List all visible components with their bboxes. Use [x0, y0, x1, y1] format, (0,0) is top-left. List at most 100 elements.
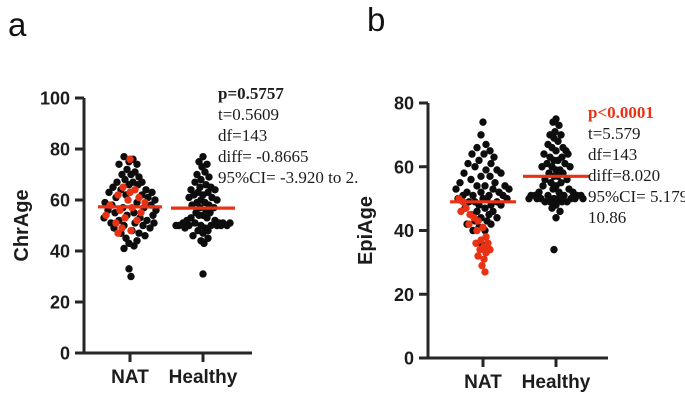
data-point-red [126, 188, 134, 197]
data-point-black [473, 207, 481, 216]
data-point-black [473, 143, 481, 152]
data-point-black [552, 147, 560, 155]
y-axis-title: ChrAge [11, 189, 33, 261]
data-point-black [464, 159, 472, 168]
y-tick-label: 80 [394, 94, 414, 114]
y-tick-label: 0 [404, 349, 414, 369]
data-point-black [493, 214, 501, 222]
data-point-red [135, 193, 143, 202]
data-point-black [552, 166, 560, 174]
data-point-black [549, 185, 557, 193]
data-point-black [204, 234, 212, 242]
data-point-red [474, 252, 482, 260]
y-tick-label: 40 [50, 242, 70, 262]
data-point-black [550, 245, 558, 254]
data-point-black [480, 150, 488, 158]
data-point-black [560, 191, 568, 200]
data-point-black [468, 150, 476, 158]
y-tick-label: 20 [50, 293, 70, 313]
y-tick-label: 100 [40, 89, 70, 109]
stat-ci-a: 95%CI= -3.920 to 2. [218, 168, 359, 187]
data-point-black [193, 170, 201, 179]
data-point-black [487, 220, 495, 228]
y-tick-label: 60 [394, 157, 414, 177]
data-point-black [201, 168, 209, 176]
data-point-black [564, 150, 572, 158]
data-point-black [109, 183, 117, 191]
data-point-black [479, 118, 487, 126]
data-point-black [489, 185, 497, 193]
data-point-black [195, 211, 203, 219]
data-point-black [148, 188, 156, 197]
data-point-black [150, 219, 158, 227]
data-point-black [544, 191, 552, 200]
data-point-black [505, 185, 513, 193]
data-point-red [133, 216, 141, 225]
data-point-red [480, 255, 488, 263]
data-point-black [554, 137, 562, 145]
stats-panel-a: p=0.5757 t=0.5609 df=143 diff= -0.8665 9… [218, 83, 358, 188]
data-point-black [477, 172, 485, 181]
panel-b-label: b [367, 1, 386, 38]
data-point-red [476, 245, 484, 254]
stats-panel-b: p<0.0001 t=5.579 df=143 diff=8.020 95%CI… [588, 102, 685, 228]
data-point-black [151, 196, 159, 204]
stat-t-value-a: t=0.5609 [218, 105, 280, 124]
data-point-black [538, 163, 546, 171]
data-point-black [181, 224, 189, 232]
axis-spine [426, 103, 608, 360]
data-point-black [130, 242, 138, 250]
data-point-black [481, 204, 489, 212]
data-point-red [114, 229, 122, 237]
data-point-black [120, 244, 128, 253]
data-point-black [115, 160, 123, 168]
data-point-black [139, 221, 147, 230]
data-point-black [486, 172, 494, 181]
data-point-black [556, 207, 564, 216]
data-point-black [203, 214, 211, 222]
data-point-black [213, 196, 221, 204]
data-point-red [474, 217, 482, 225]
y-tick-label: 20 [394, 285, 414, 305]
data-point-red [112, 219, 120, 227]
data-point-black [133, 160, 141, 168]
data-point-black [477, 131, 485, 139]
data-point-black [120, 152, 128, 161]
data-point-black [127, 272, 135, 281]
stat-diff-a: diff= -0.8665 [218, 147, 309, 166]
data-point-black [199, 270, 207, 278]
data-point-black [469, 191, 477, 200]
data-point-black [185, 193, 193, 202]
stat-ci-b: 95%CI= 5.179 [588, 187, 685, 206]
stat-p-value-a: p=0.5757 [218, 84, 284, 103]
x-category-label: Healthy [169, 367, 238, 388]
data-point-black [539, 182, 547, 190]
data-point-black [481, 182, 489, 190]
stat-ci2-b: 10.86 [588, 208, 627, 227]
x-category-label: Healthy [522, 372, 591, 393]
y-tick-label: 80 [50, 140, 70, 160]
data-point-red [472, 239, 480, 247]
data-point-black [533, 194, 541, 203]
data-point-black [149, 211, 157, 219]
data-point-black [473, 182, 481, 190]
stat-p-value-b: p<0.0001 [588, 103, 654, 122]
data-point-red [478, 261, 486, 270]
stat-t-value-b: t=5.579 [588, 124, 641, 143]
data-point-black [579, 194, 587, 203]
data-point-black [143, 216, 151, 225]
data-point-black [217, 221, 225, 230]
data-point-black [552, 214, 560, 222]
data-point-black [460, 169, 468, 177]
x-category-label: NAT [464, 372, 502, 393]
data-point-black [141, 232, 149, 240]
stat-df-a: df=143 [218, 126, 268, 145]
data-point-red [457, 207, 465, 216]
data-point-black [146, 224, 154, 232]
data-point-red [127, 226, 135, 235]
stat-diff-b: diff=8.020 [588, 166, 661, 185]
data-point-black [211, 186, 219, 194]
data-point-black [555, 121, 563, 130]
data-point-black [563, 198, 571, 206]
